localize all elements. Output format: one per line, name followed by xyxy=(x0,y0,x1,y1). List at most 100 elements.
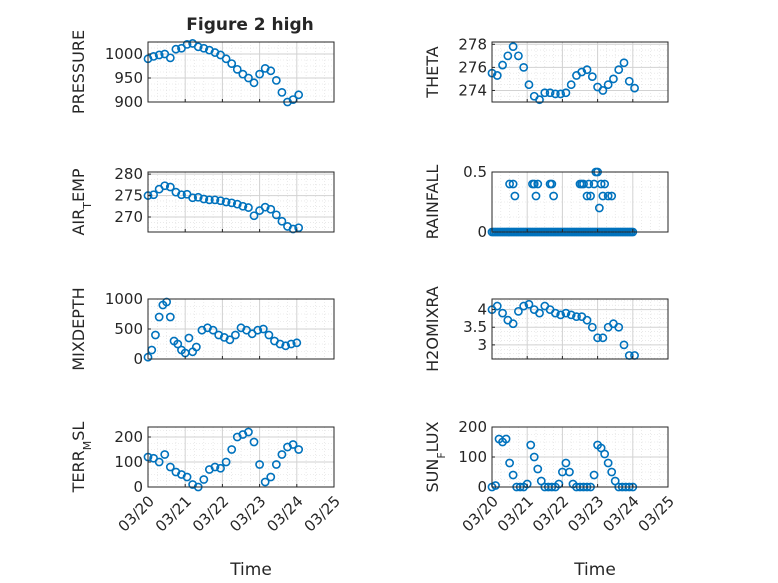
data-point xyxy=(221,197,231,207)
data-point xyxy=(199,43,209,53)
x-tick-label: 03/22 xyxy=(189,492,232,535)
data-point xyxy=(529,452,539,462)
data-point xyxy=(266,472,276,482)
y-axis-label: THETA xyxy=(423,46,442,98)
data-point xyxy=(603,458,613,468)
data-point xyxy=(177,190,186,200)
data-point xyxy=(535,308,544,318)
data-point xyxy=(260,202,270,212)
data-point xyxy=(258,324,268,334)
y-tick-label: 275 xyxy=(114,187,143,205)
data-point xyxy=(227,445,237,454)
data-point xyxy=(294,90,304,100)
data-point xyxy=(582,65,592,75)
data-point xyxy=(572,312,581,322)
x-tick-label: 03/25 xyxy=(635,492,678,535)
data-point xyxy=(199,475,209,484)
y-axis-label: RAINFALL xyxy=(423,165,442,240)
data-point xyxy=(149,190,158,200)
data-point xyxy=(505,179,514,189)
data-point xyxy=(277,216,287,226)
data-point xyxy=(556,310,566,320)
subplot-2: 274 276 278 THETA xyxy=(423,35,669,105)
axes-box xyxy=(491,298,669,360)
y-tick-label: 278 xyxy=(458,35,487,53)
data-point xyxy=(193,42,203,52)
subplot-3: 270 275 280 AIRTEMP xyxy=(69,165,335,236)
data-point xyxy=(275,339,285,349)
data-point xyxy=(249,211,259,221)
data-point xyxy=(603,191,613,201)
data-point xyxy=(244,203,253,212)
data-point xyxy=(277,88,287,97)
subplot-4: 0 0.5 RAINFALL xyxy=(423,163,669,241)
data-point xyxy=(533,464,543,474)
data-point xyxy=(151,330,160,340)
data-point xyxy=(556,89,566,99)
data-point xyxy=(294,445,304,454)
y-axis-label: TERRMSL xyxy=(69,422,94,494)
y-axis-label: AIRTEMP xyxy=(69,168,94,235)
y-tick-label: 274 xyxy=(458,81,487,99)
data-point xyxy=(526,440,536,450)
data-point xyxy=(165,53,175,63)
data-point xyxy=(505,458,514,468)
y-tick-label: 0 xyxy=(477,478,487,496)
data-point xyxy=(277,450,287,459)
data-point xyxy=(498,60,507,70)
data-point xyxy=(255,460,264,469)
y-tick-label: 0 xyxy=(477,223,487,241)
subplot-5: 0 500 1000 MIXDEPTH xyxy=(69,287,335,371)
x-tick-label: 03/23 xyxy=(226,492,269,535)
data-point xyxy=(249,78,259,88)
y-tick-label: 3.5 xyxy=(463,318,487,336)
data-point xyxy=(204,195,214,205)
x-tick-label: 03/24 xyxy=(599,492,642,535)
data-point xyxy=(216,196,225,206)
data-point xyxy=(535,95,544,105)
y-tick-label: 0.5 xyxy=(463,163,487,181)
data-point xyxy=(619,340,629,350)
data-point xyxy=(561,458,571,468)
y-tick-label: 0 xyxy=(133,350,143,368)
data-point xyxy=(561,88,571,98)
data-point xyxy=(603,80,613,90)
data-point xyxy=(522,479,532,489)
data-point xyxy=(154,457,164,467)
y-tick-label: 900 xyxy=(114,93,143,111)
data-point xyxy=(565,467,574,477)
data-point xyxy=(165,182,175,192)
y-axis-label: H2OMIXRA xyxy=(423,286,442,372)
y-axis-label: SUNFLUX xyxy=(423,421,448,492)
data-point xyxy=(149,52,158,61)
data-point xyxy=(582,315,592,325)
figure-title: Figure 2 high xyxy=(186,15,314,35)
data-point xyxy=(614,322,624,332)
data-point xyxy=(238,201,248,211)
data-point xyxy=(173,339,183,349)
data-point xyxy=(266,204,276,214)
data-point xyxy=(498,308,507,318)
x-tick-label: 03/20 xyxy=(115,492,158,535)
data-point xyxy=(182,40,192,49)
data-point xyxy=(191,342,201,352)
data-point xyxy=(549,191,558,201)
x-tick-label: 03/23 xyxy=(564,492,607,535)
data-point xyxy=(524,80,534,90)
data-point xyxy=(609,74,618,84)
data-point xyxy=(586,191,595,201)
data-point xyxy=(566,80,576,90)
data-point xyxy=(165,462,175,472)
y-tick-label: 200 xyxy=(458,418,487,436)
data-point xyxy=(184,333,194,343)
data-point xyxy=(231,330,240,340)
data-point xyxy=(598,333,608,343)
data-point xyxy=(508,179,518,189)
data-point xyxy=(232,199,242,209)
x-tick-label: 03/25 xyxy=(301,492,344,535)
data-point xyxy=(232,64,242,74)
data-point xyxy=(514,51,523,61)
